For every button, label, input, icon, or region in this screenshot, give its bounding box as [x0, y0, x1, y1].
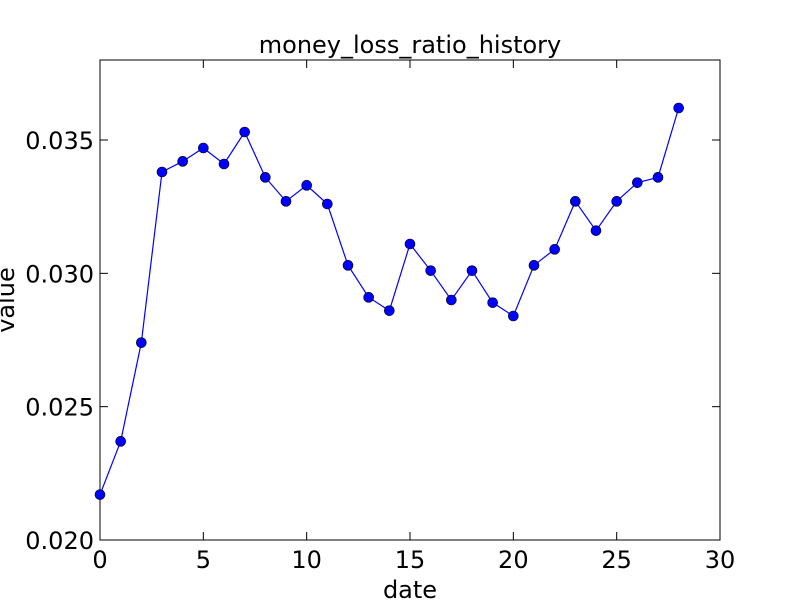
- y-axis: 0.020 0.025 0.030 0.035: [25, 127, 720, 555]
- y-tick-label: 0.030: [25, 260, 94, 288]
- data-point: [528, 260, 540, 271]
- data-point: [239, 126, 250, 138]
- x-axis: 0 5 10 15 20 25 30: [92, 60, 735, 574]
- data-point: [363, 292, 374, 303]
- x-tick-label: 20: [498, 546, 529, 574]
- data-point: [177, 156, 188, 167]
- x-tick-label: 5: [196, 546, 211, 574]
- data-point: [301, 180, 312, 191]
- data-point: [487, 297, 498, 308]
- data-point: [673, 102, 684, 114]
- data-point: [384, 305, 395, 316]
- data-point: [260, 172, 271, 183]
- data-point: [218, 158, 230, 170]
- chart-title: money_loss_ratio_history: [259, 31, 561, 59]
- data-point: [425, 265, 436, 276]
- data-point: [342, 260, 354, 271]
- data-point: [549, 244, 560, 255]
- x-tick-label: 0: [92, 546, 107, 574]
- x-tick-label: 30: [705, 546, 736, 574]
- data-point: [404, 238, 416, 250]
- data-point: [94, 489, 106, 500]
- data-point: [115, 436, 126, 447]
- data-point: [280, 196, 292, 207]
- data-point: [156, 166, 168, 178]
- x-axis-label: date: [383, 576, 437, 600]
- y-tick-label: 0.020: [25, 527, 94, 555]
- y-tick-label: 0.025: [25, 394, 94, 422]
- data-points: [94, 102, 684, 500]
- data-point: [652, 172, 664, 183]
- x-tick-label: 15: [395, 546, 426, 574]
- data-point: [632, 177, 643, 188]
- data-point: [508, 310, 519, 322]
- data-point: [322, 198, 333, 210]
- data-point: [446, 294, 457, 306]
- data-point: [136, 337, 147, 348]
- y-axis-label: value: [0, 267, 20, 333]
- x-tick-label: 10: [291, 546, 322, 574]
- data-point: [198, 142, 209, 154]
- y-tick-label: 0.035: [25, 127, 94, 155]
- data-point: [570, 196, 581, 207]
- data-point: [611, 196, 622, 207]
- data-point: [466, 265, 478, 276]
- data-point: [590, 225, 602, 236]
- x-tick-label: 25: [601, 546, 632, 574]
